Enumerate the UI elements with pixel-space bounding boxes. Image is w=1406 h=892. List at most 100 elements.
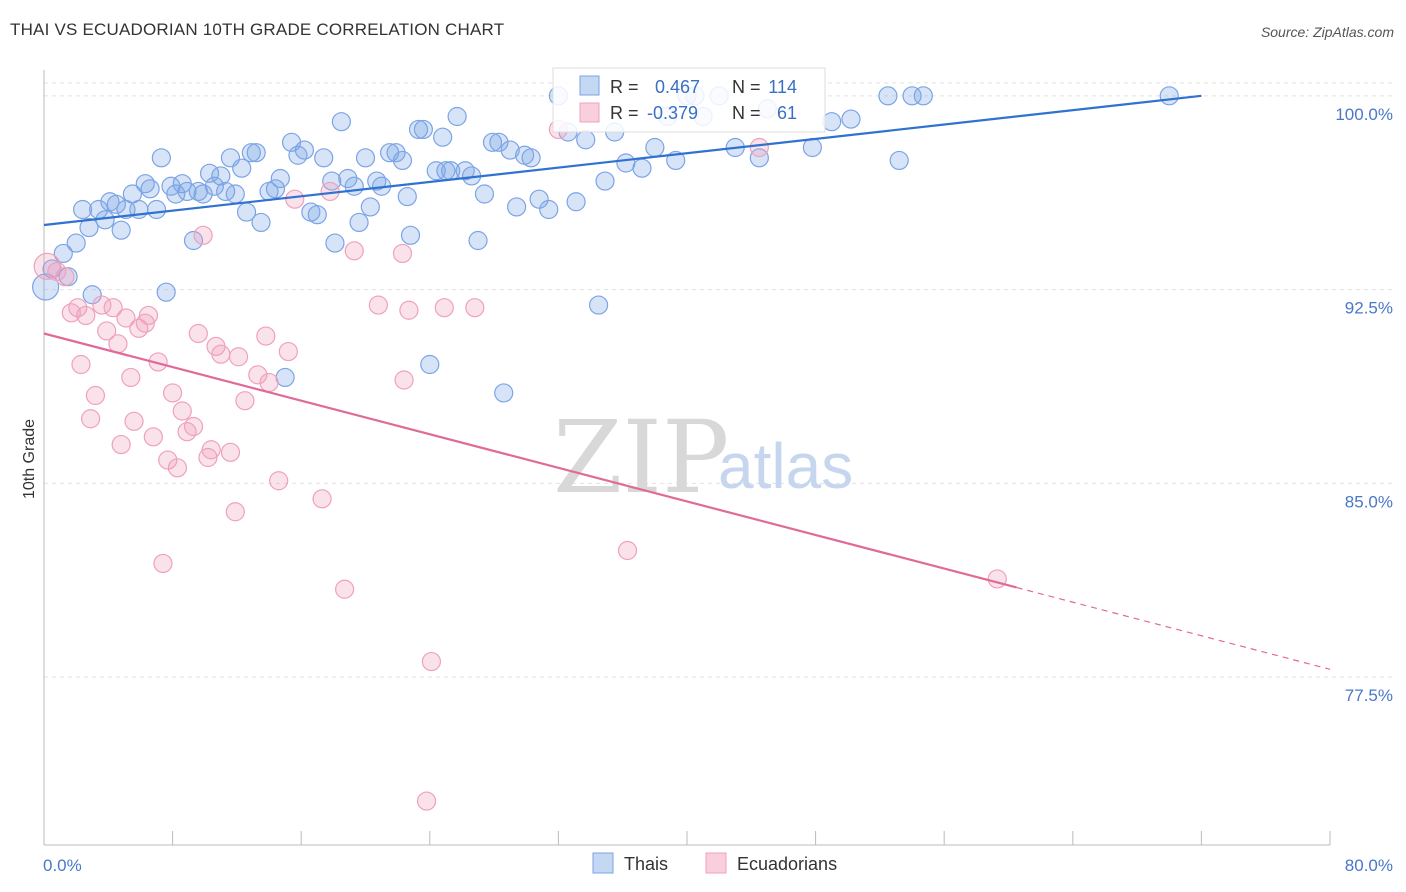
ecuadorian-point <box>138 305 159 326</box>
stats-r-value-thais: 0.467 <box>655 77 700 97</box>
thai-point <box>72 199 93 220</box>
thai-point <box>566 192 586 212</box>
thai-point <box>588 295 609 315</box>
thai-point <box>1159 86 1179 106</box>
thai-point <box>270 168 290 189</box>
thai-point <box>193 184 213 204</box>
ecuadorian-point <box>335 579 355 599</box>
ecuadorian-point <box>312 489 332 509</box>
axes <box>43 70 1331 846</box>
ecuadorian-point <box>92 295 112 315</box>
ecuadorian-point <box>421 651 442 672</box>
ecuadorian-point <box>434 298 454 318</box>
ecuadorian-point <box>121 367 141 388</box>
ecuadorian-point <box>256 326 276 346</box>
thai-point <box>232 158 252 178</box>
stats-box: R = 0.467 N = 114 R = -0.379 N = 61 <box>552 67 826 133</box>
thai-point <box>225 184 245 204</box>
thai-point <box>576 130 596 150</box>
ecuadorian-point <box>103 298 123 318</box>
stats-n-value-ecuadorians: 61 <box>777 103 797 123</box>
legend-label-thais: Thais <box>624 854 668 874</box>
stats-swatch-ecuadorians <box>579 102 600 123</box>
thai-point <box>331 112 351 132</box>
thai-point <box>111 220 131 240</box>
thai-point <box>360 197 380 217</box>
ecuadorian-point <box>228 347 249 367</box>
ecuadorian-point <box>248 365 268 385</box>
thai-point <box>455 161 475 181</box>
thai-point <box>413 119 433 140</box>
ecuadorian-point <box>235 391 255 411</box>
thai-point <box>420 354 440 375</box>
y-tick-label-1: 85.0% <box>1345 492 1393 511</box>
ecuadorian-point <box>211 344 231 364</box>
thai-point <box>177 181 197 202</box>
ecuadorian-point <box>135 313 155 333</box>
thai-point <box>294 140 315 160</box>
thai-point <box>66 233 86 253</box>
stats-r-value-ecuadorians: -0.379 <box>647 103 698 123</box>
watermark-zip: ZIP <box>553 399 729 516</box>
thai-point <box>246 143 266 163</box>
ecuadorian-point <box>201 440 221 460</box>
trend-line-thais <box>43 94 1202 227</box>
ecuadorian-point <box>158 450 178 470</box>
thai-point <box>151 148 171 168</box>
ecuadorian-point <box>172 401 192 421</box>
thai-point <box>408 119 429 140</box>
ecuadorian-point <box>225 502 245 522</box>
ecuadorian-point <box>76 305 96 326</box>
thai-point <box>426 161 446 181</box>
x-tick-label-min: 0.0% <box>43 856 82 875</box>
thai-point <box>632 158 652 178</box>
thai-point <box>338 168 358 189</box>
thai-point <box>275 367 295 388</box>
stats-swatch-thais <box>579 75 600 96</box>
thai-point <box>529 189 549 209</box>
stats-r-label-ecuadorians: R = <box>610 103 639 123</box>
legend-swatch-thais <box>592 852 614 874</box>
ecuadorian-point <box>399 300 419 320</box>
ecuadorian-point <box>368 295 388 315</box>
thai-point <box>265 179 286 199</box>
ecuadorian-point <box>55 267 75 287</box>
x-tick-label-max: 80.0% <box>1345 856 1393 875</box>
thai-point <box>288 145 308 165</box>
y-tick-label-2: 92.5% <box>1345 299 1393 318</box>
stats-r-label-thais: R = <box>610 77 639 97</box>
thai-point <box>878 86 898 106</box>
thai-point <box>913 86 933 106</box>
ecuadorian-point <box>61 303 81 323</box>
thai-point <box>53 243 73 264</box>
thai-point <box>82 285 102 305</box>
thai-point <box>500 140 520 160</box>
thai-point <box>507 197 527 217</box>
ecuadorian-point <box>81 409 101 429</box>
thai-point <box>433 127 453 147</box>
thai-point <box>32 273 60 301</box>
thai-point <box>889 150 909 171</box>
y-tick-labels: 77.5% 85.0% 92.5% 100.0% <box>1335 105 1393 705</box>
thai-point <box>489 132 509 152</box>
ecuadorian-point <box>177 422 197 442</box>
thai-point <box>397 186 417 207</box>
legend-swatch-ecuadorians <box>705 852 727 874</box>
stats-n-value-thais: 114 <box>768 77 797 97</box>
ecuadorian-point <box>33 252 61 280</box>
ecuadorian-point <box>344 241 364 261</box>
trend-lines <box>43 94 1331 670</box>
ecuadorian-point <box>193 225 213 245</box>
ecuadorian-point <box>416 791 437 811</box>
ecuadorian-point <box>111 434 131 455</box>
thai-point <box>211 166 231 186</box>
thai-point <box>106 194 126 214</box>
y-axis-label: 10th Grade <box>21 419 38 499</box>
ecuadorian-point <box>617 540 638 561</box>
thai-point <box>474 184 495 204</box>
chart-title: THAI VS ECUADORIAN 10TH GRADE CORRELATIO… <box>10 20 505 39</box>
thai-point <box>902 86 922 106</box>
thai-point <box>482 132 503 152</box>
stats-n-label-ecuadorians: N = <box>732 103 761 123</box>
